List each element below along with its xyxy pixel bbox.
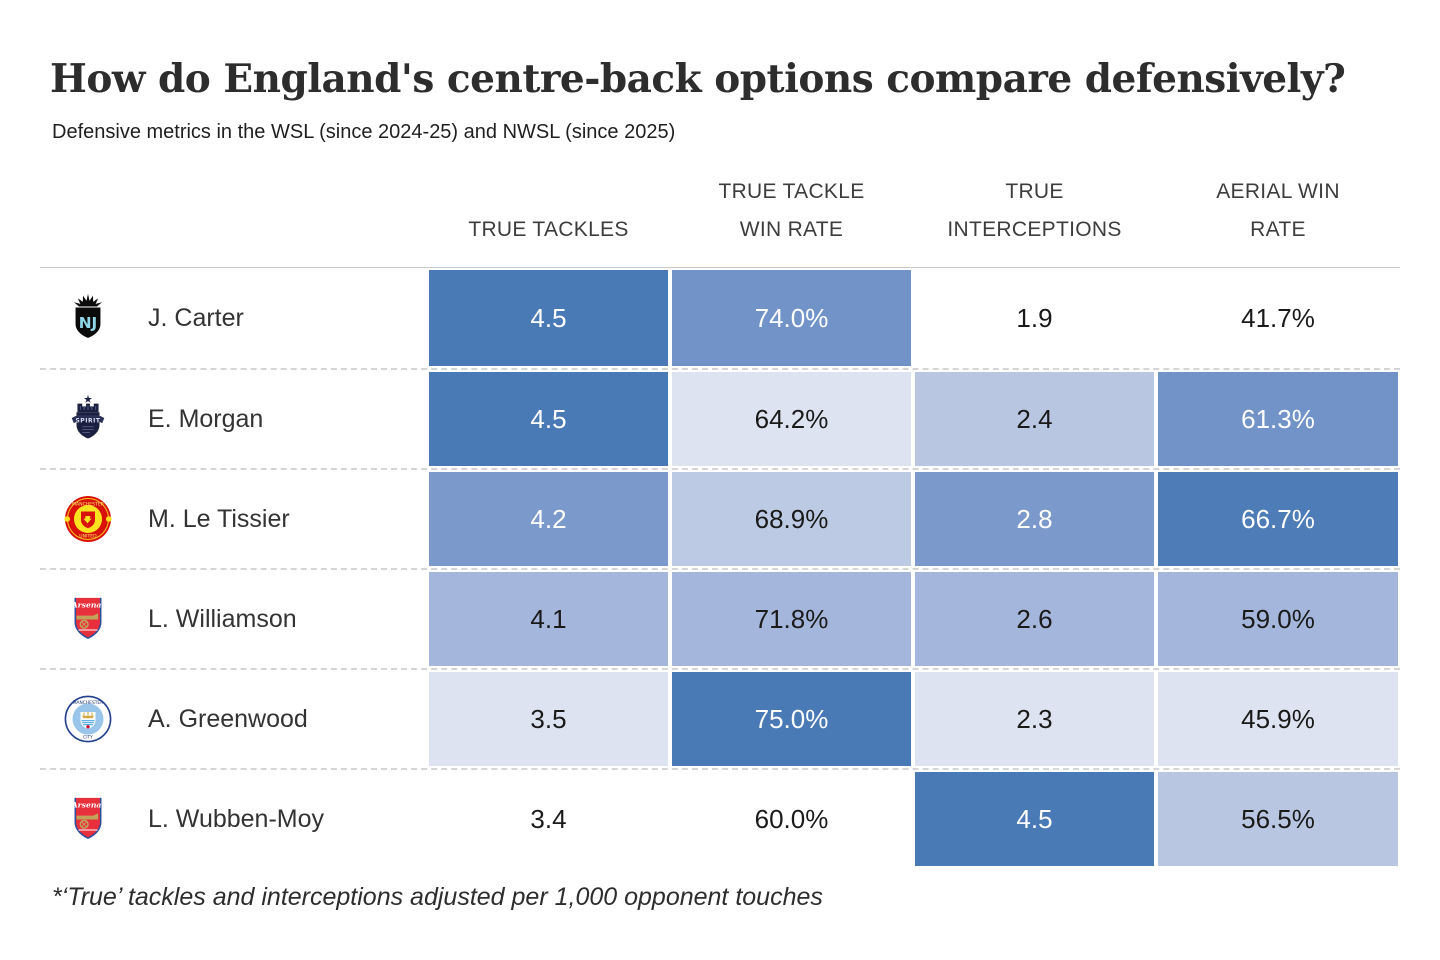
player-name: L. Williamson [148, 604, 297, 633]
column-header-line: TRUE TACKLE [718, 180, 865, 203]
arsenal-badge-icon: Arsenal [64, 594, 112, 644]
gotham-fc-badge-icon: NJ [64, 293, 112, 343]
svg-text:MANCHESTER: MANCHESTER [73, 700, 104, 706]
column-header-true-tackles: TRUE TACKLES [427, 168, 670, 267]
cell-true-interceptions: 2.4 [913, 370, 1156, 468]
svg-text:Arsenal: Arsenal [71, 801, 105, 810]
cell-true-tackles: 4.5 [427, 268, 670, 368]
column-header-line: RATE [1250, 218, 1306, 241]
cell-true-tackles: 3.5 [427, 670, 670, 768]
cell-true-interceptions: 1.9 [913, 268, 1156, 368]
cell-true-tackle-win-rate: 75.0% [670, 670, 913, 768]
svg-text:UNITED: UNITED [79, 534, 97, 540]
cell-true-interceptions: 2.3 [913, 670, 1156, 768]
table-row: MANCHESTER UNITED M. Le Tissier 4.2 68.9… [40, 468, 1400, 568]
cell-aerial-win-rate: 56.5% [1156, 770, 1400, 868]
cell-true-interceptions: 2.8 [913, 470, 1156, 568]
svg-text:SPIRIT: SPIRIT [75, 418, 100, 425]
player-name: A. Greenwood [148, 704, 308, 733]
footnote: *‘True’ tackles and interceptions adjust… [52, 883, 823, 911]
player-cell: SPIRIT E. Morgan [40, 370, 427, 468]
player-name: J. Carter [148, 303, 244, 332]
cell-true-interceptions: 2.6 [913, 570, 1156, 668]
cell-true-tackles: 4.2 [427, 470, 670, 568]
cell-true-tackles: 4.1 [427, 570, 670, 668]
svg-text:CITY: CITY [83, 735, 93, 741]
column-header-line: TRUE [1005, 180, 1064, 203]
cell-true-tackle-win-rate: 64.2% [670, 370, 913, 468]
cell-true-interceptions: 4.5 [913, 770, 1156, 868]
player-cell: Arsenal L. Williamson [40, 570, 427, 668]
table-row: SPIRIT E. Morgan 4.5 64.2% 2.4 61.3% [40, 368, 1400, 468]
player-cell: NJ J. Carter [40, 268, 427, 368]
column-header-players [40, 168, 427, 267]
column-header-line: AERIAL WIN [1216, 180, 1340, 203]
cell-true-tackles: 3.4 [427, 770, 670, 868]
column-header-row: TRUE TACKLES TRUE TACKLE WIN RATE TRUE I… [40, 168, 1400, 268]
svg-text:Arsenal: Arsenal [71, 601, 105, 610]
page-title: How do England's centre-back options com… [50, 56, 1346, 102]
player-name: M. Le Tissier [148, 504, 290, 533]
page-subtitle: Defensive metrics in the WSL (since 2024… [52, 121, 676, 143]
player-cell: MANCHESTER CITY A. Greenwood [40, 670, 427, 768]
svg-text:MANCHESTER: MANCHESTER [72, 502, 105, 508]
cell-true-tackle-win-rate: 74.0% [670, 268, 913, 368]
column-header-line: TRUE TACKLES [468, 218, 629, 241]
player-cell: Arsenal L. Wubben-Moy [40, 770, 427, 868]
washington-spirit-badge-icon: SPIRIT [64, 394, 112, 444]
player-cell: MANCHESTER UNITED M. Le Tissier [40, 470, 427, 568]
arsenal-badge-icon: Arsenal [64, 794, 112, 844]
cell-true-tackle-win-rate: 71.8% [670, 570, 913, 668]
cell-aerial-win-rate: 61.3% [1156, 370, 1400, 468]
player-name: L. Wubben-Moy [148, 804, 325, 833]
defensive-comparison-table: TRUE TACKLES TRUE TACKLE WIN RATE TRUE I… [40, 168, 1400, 868]
cell-aerial-win-rate: 66.7% [1156, 470, 1400, 568]
column-header-true-interceptions: TRUE INTERCEPTIONS [913, 168, 1156, 267]
cell-aerial-win-rate: 59.0% [1156, 570, 1400, 668]
table-row: Arsenal L. Wubben-Moy 3.4 60.0% 4.5 56.5… [40, 768, 1400, 868]
cell-aerial-win-rate: 41.7% [1156, 268, 1400, 368]
column-header-aerial-win-rate: AERIAL WIN RATE [1156, 168, 1400, 267]
column-header-true-tackle-win-rate: TRUE TACKLE WIN RATE [670, 168, 913, 267]
svg-text:NJ: NJ [79, 314, 98, 332]
cell-aerial-win-rate: 45.9% [1156, 670, 1400, 768]
column-header-line: INTERCEPTIONS [947, 218, 1122, 241]
cell-true-tackles: 4.5 [427, 370, 670, 468]
table-row: Arsenal L. Williamson 4.1 71.8% 2.6 59.0… [40, 568, 1400, 668]
table-row: NJ J. Carter 4.5 74.0% 1.9 41.7% [40, 268, 1400, 368]
column-header-line: WIN RATE [739, 218, 844, 241]
player-name: E. Morgan [148, 404, 264, 433]
manchester-united-badge-icon: MANCHESTER UNITED [64, 494, 112, 544]
manchester-city-badge-icon: MANCHESTER CITY [64, 694, 112, 744]
cell-true-tackle-win-rate: 68.9% [670, 470, 913, 568]
cell-true-tackle-win-rate: 60.0% [670, 770, 913, 868]
table-row: MANCHESTER CITY A. Greenwood 3.5 75.0% 2… [40, 668, 1400, 768]
